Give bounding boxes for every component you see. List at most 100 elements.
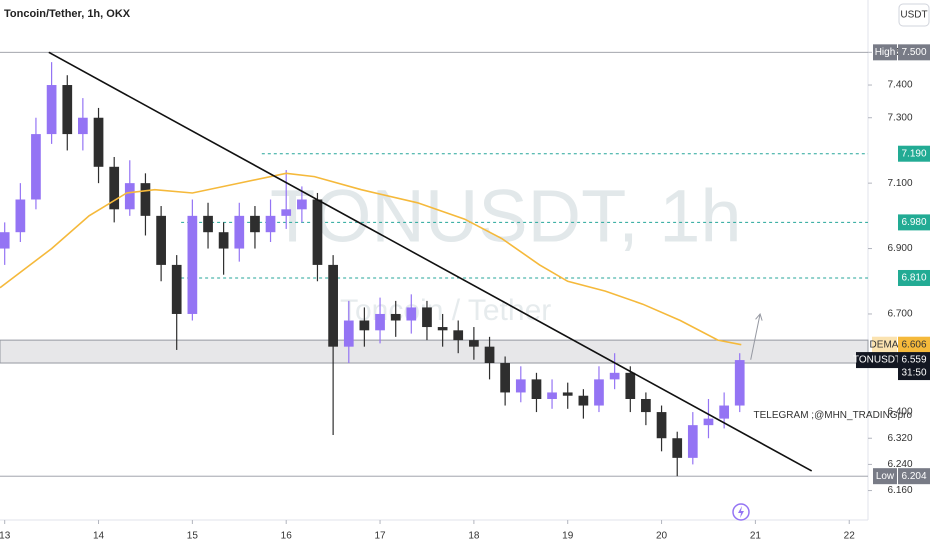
currency-label: USDT — [900, 10, 927, 21]
y-tick-label: 6.160 — [887, 485, 912, 496]
level-label: 6.980 — [901, 217, 926, 228]
dema-value-badge — [898, 336, 930, 353]
level-badge — [898, 145, 930, 162]
candle-body — [203, 215, 213, 233]
candle-body — [578, 395, 589, 406]
x-tick-label: 15 — [187, 531, 199, 542]
arrow-head — [755, 312, 763, 321]
high-line-name: High — [875, 47, 896, 58]
candle-body — [469, 340, 479, 347]
candle-body — [672, 438, 683, 458]
last-price-badge — [898, 352, 930, 381]
y-tick-label: 6.900 — [887, 243, 912, 254]
x-tick-label: 14 — [93, 531, 105, 542]
chart-title: Toncoin/Tether, 1h, OKX — [4, 8, 131, 20]
x-tick-label: 20 — [656, 531, 668, 542]
x-tick-label: 18 — [468, 531, 480, 542]
low-line-value-badge — [898, 468, 930, 485]
last-price-name-badge — [856, 352, 898, 369]
level-badge — [898, 269, 930, 286]
candle-body — [719, 405, 730, 419]
candle-body — [15, 199, 26, 233]
x-tick-label: 22 — [844, 531, 856, 542]
annotation: TELEGRAM ;@MHN_TRADINGpro — [754, 410, 913, 421]
dema-line — [0, 172, 742, 346]
candle-body — [46, 85, 57, 135]
candle-body — [484, 346, 495, 364]
countdown: 31:50 — [901, 368, 926, 379]
candle-body — [343, 320, 354, 347]
low-line-badge — [873, 468, 897, 485]
candle-body — [359, 320, 370, 331]
candle-body — [250, 215, 260, 233]
level-badge — [898, 214, 930, 231]
arrow-shaft — [750, 313, 761, 360]
candle-body — [124, 183, 135, 210]
candle-body — [687, 425, 698, 458]
candle-body — [281, 209, 292, 216]
candle-body — [625, 372, 636, 399]
x-tick-label: 13 — [0, 531, 11, 542]
candle-body — [375, 313, 385, 331]
y-tick-label: 7.300 — [887, 112, 912, 123]
candle-body — [562, 392, 573, 396]
x-tick-label: 17 — [374, 531, 386, 542]
low-line-name: Low — [876, 471, 895, 482]
candle-body — [453, 330, 464, 341]
y-tick-label: 6.240 — [887, 459, 912, 470]
candle-body — [140, 183, 151, 216]
level-label: 6.810 — [901, 273, 926, 284]
y-tick-label: 7.400 — [887, 80, 912, 91]
dema-badge — [872, 336, 897, 353]
trendline — [48, 51, 813, 472]
candle-body — [187, 215, 198, 314]
candle-body — [515, 379, 526, 393]
y-tick-label: 6.400 — [887, 407, 912, 418]
last-price-value: 6.559 — [901, 355, 926, 366]
candle-body — [703, 418, 714, 426]
candle-body — [312, 199, 323, 265]
dema-name: DEMA — [870, 339, 899, 350]
candle-body — [594, 379, 604, 406]
y-tick-label: 7.100 — [887, 178, 912, 189]
candle-body — [218, 232, 229, 249]
candle-body — [265, 215, 276, 233]
candle-body — [656, 412, 667, 439]
last-price-name: TONUSDT — [853, 355, 901, 366]
candle-body — [437, 327, 448, 331]
candle-body — [109, 166, 120, 210]
x-tick-label: 21 — [750, 531, 762, 542]
dema-value: 6.606 — [901, 339, 926, 350]
candle-body — [609, 372, 620, 380]
high-line-value-badge — [898, 44, 930, 61]
candle-body — [0, 232, 10, 249]
candle-body — [422, 307, 432, 328]
candle-body — [78, 117, 88, 135]
candle-body — [171, 264, 182, 314]
y-tick-label: 6.320 — [887, 433, 912, 444]
candle-body — [531, 379, 542, 399]
candle-body — [93, 117, 104, 167]
candle-body — [734, 360, 745, 406]
currency-button[interactable] — [898, 3, 930, 27]
candle-body — [31, 134, 41, 200]
y-tick-label: 6.700 — [887, 309, 912, 320]
level-label: 7.190 — [901, 148, 926, 159]
high-line-value: 7.500 — [901, 47, 926, 58]
x-tick-label: 19 — [562, 531, 574, 542]
low-line-value: 6.204 — [901, 471, 926, 482]
price-zone — [0, 339, 869, 364]
candle-body — [328, 264, 338, 347]
watermark: TONUSDT, 1h — [270, 175, 742, 258]
candle-body — [547, 392, 557, 399]
candle-body — [234, 215, 245, 249]
candle-body — [297, 199, 307, 210]
candle-body — [62, 85, 73, 135]
candle-body — [500, 363, 510, 393]
high-line-badge — [873, 44, 897, 61]
x-tick-label: 16 — [281, 531, 293, 542]
candle-body — [641, 398, 651, 413]
candle-body — [156, 215, 166, 265]
